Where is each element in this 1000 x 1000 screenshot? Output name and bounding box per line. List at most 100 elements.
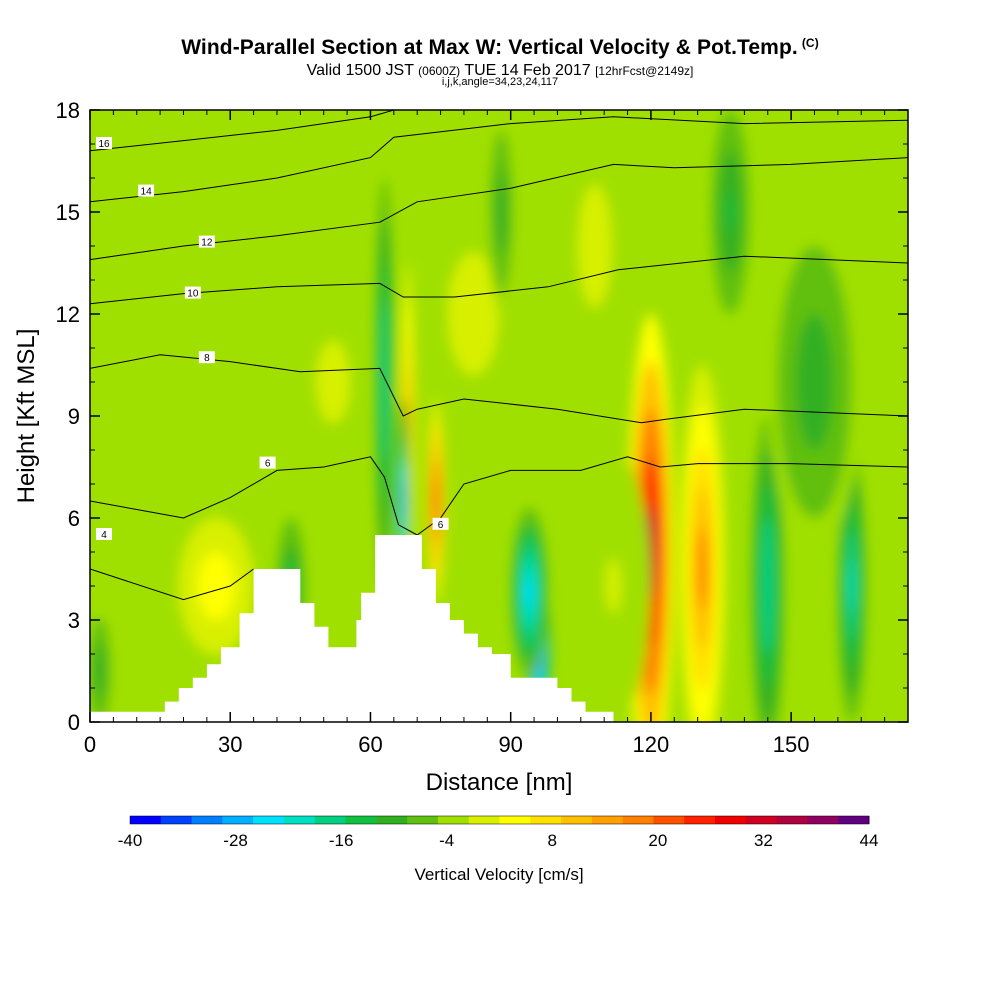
x-tick-label-150: 150 bbox=[773, 732, 810, 757]
velocity-cell-ring bbox=[589, 225, 601, 267]
y-axis-title: Height [Kft MSL] bbox=[13, 329, 40, 504]
x-tick-label-90: 90 bbox=[498, 732, 522, 757]
x-tick-label-60: 60 bbox=[358, 732, 382, 757]
colorbar-swatch-11 bbox=[468, 816, 500, 824]
velocity-cell-ring bbox=[382, 341, 387, 423]
colorbar-swatch-10 bbox=[437, 816, 470, 824]
colorbar: -40 -28 -16 -4 8 20 32 44 bbox=[118, 815, 879, 850]
subtitle-valid-time: Valid 1500 JST bbox=[306, 62, 414, 79]
y-tick-label-15: 15 bbox=[56, 200, 80, 225]
theta-label-8-3: 8 bbox=[198, 351, 215, 364]
theta-label-14-6: 14 bbox=[138, 184, 155, 198]
theta-label-box bbox=[138, 184, 155, 197]
colorbar-swatch-5 bbox=[283, 816, 316, 824]
y-tick-label-0: 0 bbox=[68, 710, 80, 735]
velocity-cell-ring bbox=[726, 191, 735, 233]
y-tick-label-9: 9 bbox=[68, 404, 80, 429]
theta-label-16-7: 16 bbox=[96, 137, 113, 150]
theta-label-text: 16 bbox=[98, 139, 110, 150]
velocity-cell-ring bbox=[849, 558, 855, 614]
velocity-cell-ring bbox=[433, 480, 438, 522]
velocity-cell-11 bbox=[169, 501, 263, 671]
velocity-cell-ring bbox=[96, 657, 103, 685]
colorbar-swatch-23 bbox=[838, 816, 870, 824]
colorbar-swatch-8 bbox=[376, 816, 408, 824]
colorbar-label-44: 44 bbox=[860, 831, 879, 850]
colorbar-swatch-6 bbox=[314, 816, 347, 824]
colorbar-label-20: 20 bbox=[648, 831, 667, 850]
y-tick-label-3: 3 bbox=[68, 608, 80, 633]
velocity-cell-ring bbox=[606, 558, 621, 614]
colorbar-label--4: -4 bbox=[439, 831, 454, 850]
velocity-cell-18 bbox=[487, 110, 516, 314]
colorbar-swatch-17 bbox=[653, 816, 685, 824]
velocity-cell-13 bbox=[566, 144, 623, 348]
theta-contour-labels: 4 6 6 8 10 12 14 16 bbox=[96, 137, 449, 541]
colorbar-swatch-16 bbox=[622, 816, 654, 824]
subtitle-date: TUE 14 Feb 2017 bbox=[464, 62, 591, 79]
velocity-cell-ring bbox=[764, 552, 772, 620]
subtitle-forecast: [12hrFcst@2149z] bbox=[595, 64, 694, 78]
subtitle-zulu: (0600Z) bbox=[418, 64, 461, 78]
theta-contour-6-1 bbox=[90, 456, 418, 536]
velocity-cell-ring bbox=[697, 528, 708, 610]
axes: 0 30 60 90 120 150 0 3 6 9 12 15 18 bbox=[56, 98, 908, 757]
theta-label-box bbox=[96, 137, 113, 149]
velocity-cell-ring bbox=[464, 293, 482, 335]
theta-label-box bbox=[198, 235, 215, 248]
theta-label-text: 8 bbox=[204, 353, 210, 364]
colorbar-swatch-12 bbox=[499, 816, 531, 824]
terrain-mask bbox=[90, 535, 908, 722]
theta-label-12-5: 12 bbox=[198, 235, 215, 249]
velocity-cell-1 bbox=[678, 365, 726, 722]
theta-contour-14-6 bbox=[90, 116, 908, 203]
colorbar-label-32: 32 bbox=[754, 831, 773, 850]
velocity-cell-ring bbox=[525, 575, 534, 610]
theta-contour-12-5 bbox=[90, 157, 908, 261]
colorbar-label--40: -40 bbox=[118, 831, 143, 850]
velocity-cell-7 bbox=[375, 178, 394, 586]
y-tick-label-6: 6 bbox=[68, 506, 80, 531]
colorbar-swatch-13 bbox=[530, 816, 562, 824]
velocity-cell-16 bbox=[767, 212, 862, 552]
theta-label-4-0: 4 bbox=[96, 528, 113, 541]
theta-label-text: 6 bbox=[438, 520, 444, 531]
chart-title-tag: (C) bbox=[801, 36, 819, 50]
colorbar-swatch-4 bbox=[253, 816, 285, 824]
theta-contour-6-2 bbox=[416, 456, 908, 536]
colorbar-swatch-9 bbox=[407, 816, 439, 824]
colorbar-swatch-15 bbox=[591, 816, 624, 824]
velocity-cell-ring bbox=[498, 191, 505, 233]
chart-title-text: Wind-Parallel Section at Max W: Vertical… bbox=[181, 36, 798, 59]
theta-label-box bbox=[96, 528, 113, 540]
velocity-cell-17 bbox=[90, 603, 114, 722]
theta-contour-8-3 bbox=[90, 354, 908, 424]
colorbar-swatch-20 bbox=[745, 816, 778, 824]
theta-contour-16-7 bbox=[90, 110, 394, 152]
chart-subtitle: Valid 1500 JST (0600Z) TUE 14 Feb 2017 [… bbox=[0, 62, 1000, 80]
velocity-cell-ring bbox=[805, 348, 824, 416]
x-tick-label-120: 120 bbox=[633, 732, 670, 757]
velocity-cell-8 bbox=[751, 416, 785, 722]
theta-label-text: 12 bbox=[201, 238, 213, 249]
theta-label-box bbox=[184, 286, 201, 299]
velocity-cell-14 bbox=[305, 314, 362, 450]
y-tick-label-12: 12 bbox=[56, 302, 80, 327]
x-tick-label-0: 0 bbox=[84, 732, 96, 757]
theta-label-text: 6 bbox=[265, 459, 271, 470]
colorbar-swatch-3 bbox=[222, 816, 254, 824]
colorbar-swatch-21 bbox=[776, 816, 808, 824]
theta-label-box bbox=[432, 517, 449, 530]
colorbar-swatch-19 bbox=[715, 816, 747, 824]
theta-label-6-2: 6 bbox=[432, 517, 449, 531]
velocity-cell-9 bbox=[837, 450, 866, 722]
colorbar-swatch-22 bbox=[807, 816, 839, 824]
velocity-cell-ring bbox=[401, 480, 406, 522]
colorbar-frame bbox=[129, 815, 870, 825]
theta-label-6-1: 6 bbox=[259, 456, 276, 470]
theta-contours bbox=[90, 110, 908, 601]
plot-area: 4 6 6 8 10 12 14 16 bbox=[90, 110, 908, 722]
theta-contour-10-4 bbox=[90, 255, 908, 305]
colorbar-swatch-1 bbox=[160, 816, 193, 824]
